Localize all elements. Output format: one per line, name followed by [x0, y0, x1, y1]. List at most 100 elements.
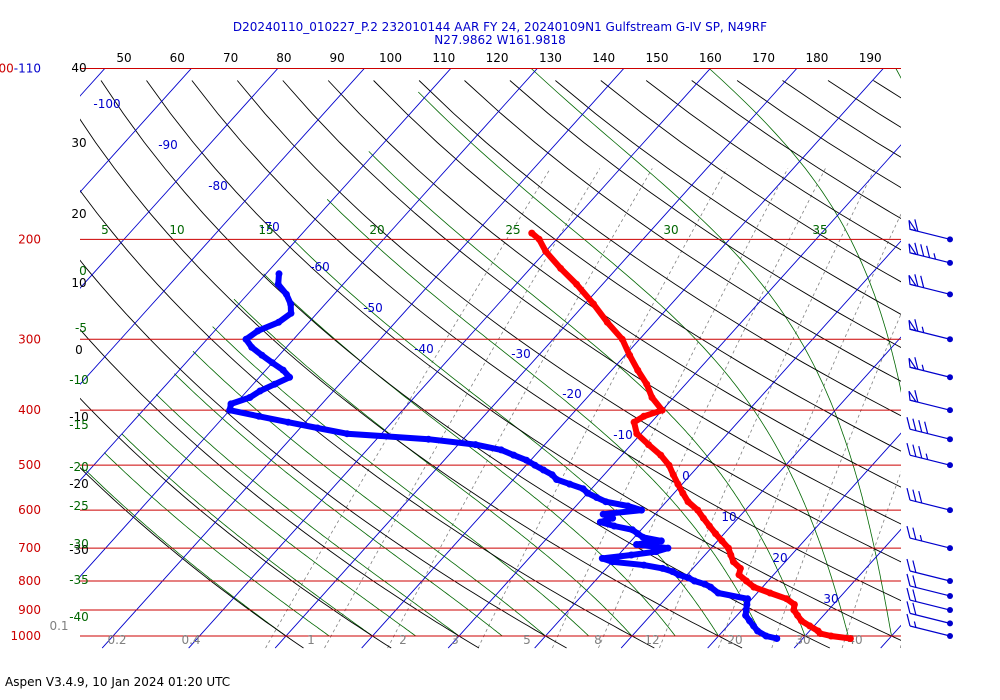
dry-adiabat-line	[80, 328, 480, 649]
moist-adiabat-label: 35	[812, 223, 827, 237]
dry-adiabat-line	[509, 80, 901, 348]
wind-barb	[908, 219, 953, 243]
dewpoint-point	[634, 530, 642, 538]
wind-barb-flag	[912, 418, 917, 431]
left-axis-tick-label: -30	[69, 543, 89, 557]
temperature-point	[535, 235, 543, 243]
wind-barb	[906, 601, 953, 627]
dewpoint-point	[669, 568, 677, 576]
dewpoint-point	[602, 498, 610, 506]
wind-barb	[908, 242, 953, 266]
mixing-ratio-label: 2	[399, 633, 407, 647]
isotherm-label: 30	[823, 592, 838, 606]
dewpoint-point	[279, 366, 287, 374]
dry-adiabat-line	[80, 189, 655, 649]
dewpoint-point	[226, 406, 234, 414]
wind-barb-flag	[914, 390, 919, 403]
top-axis-tick-label: 170	[752, 51, 775, 65]
dewpoint-point	[598, 554, 606, 562]
mixing-ratio-line	[265, 168, 551, 649]
wind-barb	[906, 443, 953, 469]
wind-barb-flag	[912, 444, 917, 457]
dry-adiabat-line	[418, 80, 901, 417]
dewpoint-point	[258, 351, 266, 359]
dewpoint-point	[627, 551, 635, 559]
wind-barb-halfflag	[921, 364, 925, 371]
dewpoint-point	[593, 494, 601, 501]
moist-adiabat-line	[326, 199, 763, 637]
wind-barb-flag	[914, 219, 919, 232]
dewpoint-point	[425, 435, 432, 443]
dewpoint-point	[343, 430, 351, 438]
dewpoint-point	[742, 611, 750, 619]
dewpoint-point	[691, 577, 698, 585]
top-axis-tick-label: 50	[116, 51, 131, 65]
dry-adiabat-line	[191, 80, 901, 602]
top-axis-tick-label: 190	[859, 51, 882, 65]
wind-barb	[906, 417, 953, 443]
wind-barb-shaft	[909, 625, 951, 637]
isotherm-label: -30	[511, 347, 531, 361]
top-axis-tick-label: 90	[330, 51, 345, 65]
dry-adiabat-line	[236, 80, 901, 563]
wind-barb-flag	[920, 275, 925, 288]
wind-barb-pennant	[908, 357, 918, 370]
temperature-point	[797, 617, 805, 625]
dewpoint-point	[639, 533, 647, 541]
dewpoint-point	[743, 601, 751, 608]
isotherm-label: 20	[772, 551, 787, 565]
isotherm-label: -70	[260, 220, 280, 234]
pressure-tick-label: 300	[18, 332, 41, 346]
axis-labels: 100-110200300400500600700800900100050607…	[0, 51, 882, 647]
dewpoint-point	[750, 622, 757, 630]
dewpoint-point	[472, 441, 479, 449]
dewpoint-point	[271, 380, 279, 388]
wind-barb-flag	[920, 244, 925, 257]
dewpoint-point	[497, 446, 505, 454]
temperature-point	[736, 564, 744, 572]
wind-barb-flag	[912, 560, 917, 573]
isotherm-label: -100	[93, 97, 120, 111]
pressure-tick-label: 600	[18, 503, 41, 517]
dewpoint-point	[255, 412, 263, 420]
isotherm-label: -80	[208, 179, 228, 193]
dry-adiabat-line	[80, 259, 567, 649]
moist-adiabat-line	[530, 68, 892, 637]
wind-barb	[906, 525, 953, 552]
dewpoint-point	[284, 418, 292, 426]
mixing-ratio-line	[598, 168, 826, 649]
moist-adiabat-label: -15	[69, 418, 89, 432]
wind-barb-shaft	[909, 599, 951, 611]
moist-adiabat-line	[233, 298, 633, 637]
isotherm-label: -10	[613, 428, 633, 442]
top-axis-tick-label: 140	[592, 51, 615, 65]
wind-barb-flag	[918, 446, 923, 459]
temperature-point	[684, 498, 692, 506]
dewpoint-point	[608, 558, 616, 566]
dewpoint-point	[744, 595, 752, 603]
moist-adiabat-label: -30	[69, 537, 89, 551]
temperature-point	[658, 406, 666, 414]
dewpoint-point	[227, 400, 235, 408]
dewpoint-point	[633, 541, 640, 548]
dewpoint-point	[548, 471, 556, 479]
dewpoint-point	[609, 514, 617, 522]
isotherm-line	[447, 144, 901, 649]
wind-barb	[906, 573, 953, 599]
top-axis-tick-label: 180	[805, 51, 828, 65]
moist-adiabat-line	[137, 412, 417, 637]
left-axis-tick-label: 40	[71, 61, 86, 75]
isotherm-line	[80, 68, 106, 97]
dewpoint-point	[762, 632, 770, 640]
wind-barb	[906, 558, 953, 585]
temperature-point	[794, 611, 801, 619]
mixing-ratio-line	[659, 168, 876, 649]
wind-barb-pennant	[908, 390, 918, 403]
top-axis-tick-label: 160	[699, 51, 722, 65]
wind-barb	[906, 613, 953, 639]
dewpoint-point	[248, 343, 256, 351]
temperature-point	[783, 595, 791, 603]
chart-title: D20240110_010227_P.2 232010144 AAR FY 24…	[0, 21, 1000, 47]
wind-barb-flag	[906, 613, 911, 627]
